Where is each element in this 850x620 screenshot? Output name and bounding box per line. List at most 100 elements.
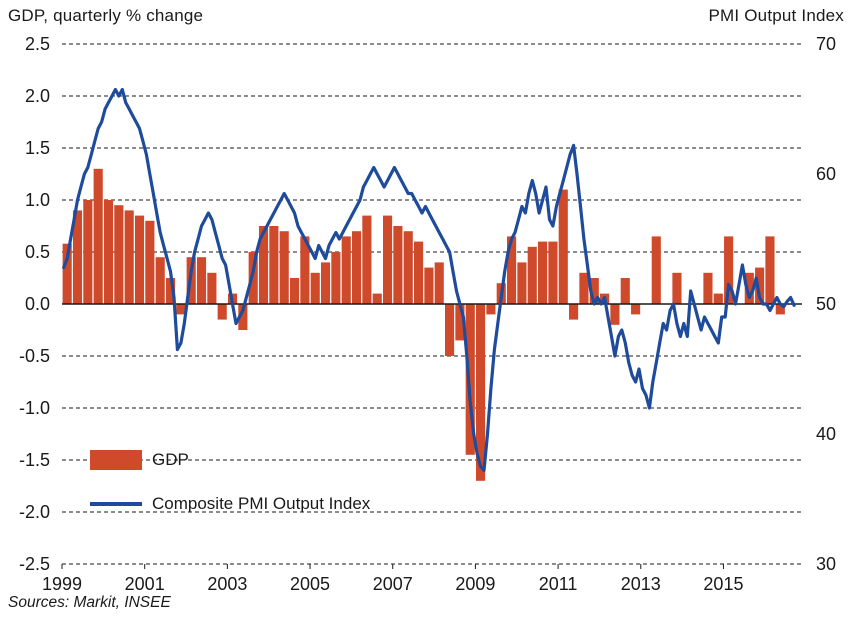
legend: GDP Composite PMI Output Index xyxy=(90,450,370,514)
gdp-bar xyxy=(558,189,568,304)
y-left-tick-label: 0.0 xyxy=(25,294,50,314)
y-left-tick-label: 2.0 xyxy=(25,86,50,106)
legend-item-pmi: Composite PMI Output Index xyxy=(90,494,370,514)
gdp-bar xyxy=(538,241,548,304)
gdp-bar xyxy=(372,293,382,304)
y-left-tick-label: -2.5 xyxy=(19,554,50,574)
gdp-bar xyxy=(755,267,765,304)
x-tick-label: 2015 xyxy=(703,574,743,594)
y-left-tick-label: 0.5 xyxy=(25,242,50,262)
gdp-bar xyxy=(310,272,320,304)
x-tick-label: 2005 xyxy=(290,574,330,594)
right-axis-title: PMI Output Index xyxy=(708,6,844,25)
gdp-bar xyxy=(196,257,207,304)
gdp-bar xyxy=(724,236,734,304)
x-tick-label: 2007 xyxy=(373,574,413,594)
y-right-tick-label: 50 xyxy=(816,294,836,314)
pmi-line xyxy=(62,87,796,472)
gdp-bar xyxy=(589,278,599,304)
gdp-bar xyxy=(465,304,475,455)
pmi-legend-label: Composite PMI Output Index xyxy=(152,494,371,513)
gdp-bar xyxy=(279,231,289,304)
y-left-tick-label: -1.5 xyxy=(19,450,50,470)
y-left-tick-label: -1.0 xyxy=(19,398,50,418)
y-left-tick-label: 1.5 xyxy=(25,138,50,158)
gdp-bar xyxy=(579,272,589,304)
y-right-tick-label: 60 xyxy=(816,164,836,184)
gdp-bar xyxy=(775,304,785,315)
x-tick-label: 2003 xyxy=(207,574,247,594)
x-tick-label: 1999 xyxy=(42,574,82,594)
y-right-tick-label: 40 xyxy=(816,424,836,444)
gdp-bar xyxy=(672,272,682,304)
gdp-bar xyxy=(320,262,331,304)
gdp-bar xyxy=(507,236,517,304)
gdp-bar xyxy=(207,272,217,304)
gdp-bar xyxy=(362,215,372,304)
left-axis-title: GDP, quarterly % change xyxy=(8,6,204,25)
y-left-tick-label: -2.0 xyxy=(19,502,50,522)
gdp-bar xyxy=(258,226,269,304)
y-right-tick-label: 30 xyxy=(816,554,836,574)
gdp-bar xyxy=(134,215,145,304)
gdp-bar xyxy=(620,278,630,304)
gdp-bar xyxy=(331,252,341,304)
gdp-bar xyxy=(610,304,620,325)
gdp-bar xyxy=(300,236,310,304)
y-right-tick-label: 70 xyxy=(816,34,836,54)
gdp-bar xyxy=(413,241,424,304)
gdp-bar xyxy=(548,241,558,304)
x-tick-label: 2011 xyxy=(539,574,578,594)
gdp-bar xyxy=(703,272,713,304)
gdp-bar xyxy=(713,293,723,304)
gdp-bar xyxy=(476,304,486,481)
gdp-bar xyxy=(114,205,124,304)
gdp-bar xyxy=(486,304,496,315)
gdp-bar xyxy=(527,246,537,304)
y-left-tick-label: 2.5 xyxy=(25,34,50,54)
gdp-bar xyxy=(517,262,527,304)
gdp-bar xyxy=(238,304,248,330)
gdp-bar xyxy=(165,278,176,304)
gdp-bar xyxy=(455,304,465,341)
gdp-bar xyxy=(765,236,775,304)
gdp-legend-label: GDP xyxy=(152,450,189,469)
pmi-legend-line-sample xyxy=(90,502,142,506)
gdp-bar xyxy=(569,304,579,320)
gdp-bar xyxy=(72,210,83,304)
gdp-bar xyxy=(83,200,93,304)
gdp-bar xyxy=(62,243,72,304)
gdp-bar xyxy=(393,226,403,304)
gdp-bar xyxy=(631,304,641,315)
gdp-bar xyxy=(145,220,155,304)
gdp-bar xyxy=(403,231,413,304)
gdp-legend-swatch xyxy=(90,450,142,470)
y-left-tick-label: 1.0 xyxy=(25,190,50,210)
x-tick-label: 2009 xyxy=(455,574,495,594)
pmi-legend-line-wrap xyxy=(90,494,142,514)
gdp-bar xyxy=(155,257,165,304)
gdp-bar xyxy=(124,210,134,304)
gdp-bar xyxy=(103,200,114,304)
gdp-bar xyxy=(744,272,754,304)
legend-item-gdp: GDP xyxy=(90,450,370,470)
gdp-bar xyxy=(651,236,661,304)
gdp-bar xyxy=(269,226,279,304)
gdp-bar xyxy=(93,168,103,304)
x-tick-label: 2013 xyxy=(621,574,661,594)
gdp-bar xyxy=(341,236,351,304)
y-left-tick-label: -0.5 xyxy=(19,346,50,366)
x-tick-label: 2001 xyxy=(125,574,165,594)
gdp-bar xyxy=(351,231,362,304)
gdp-bar xyxy=(445,304,455,356)
gdp-bar xyxy=(176,304,186,315)
gdp-bar xyxy=(248,252,258,304)
gdp-bar xyxy=(217,304,227,320)
gdp-bar xyxy=(382,215,393,304)
gdp-bar xyxy=(434,262,444,304)
gdp-bar xyxy=(424,267,434,304)
gdp-bar xyxy=(289,278,300,304)
sources-note: Sources: Markit, INSEE xyxy=(8,594,171,611)
